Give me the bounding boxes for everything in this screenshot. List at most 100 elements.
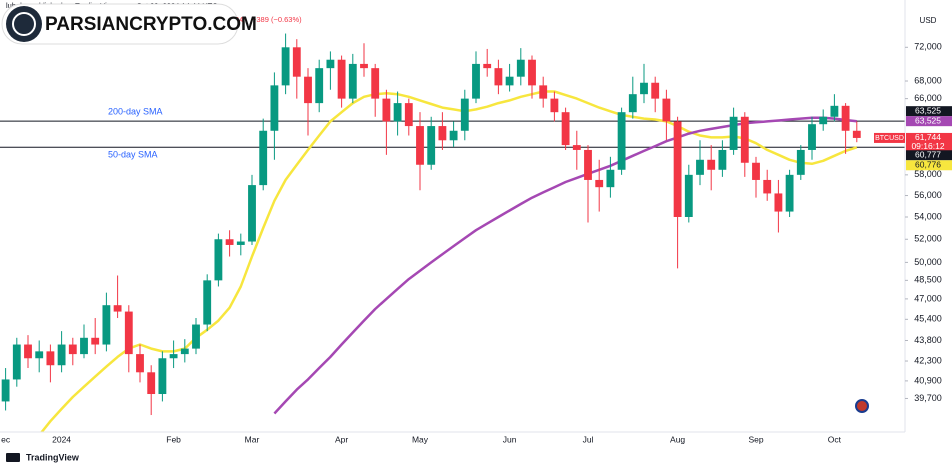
candle-body: [46, 351, 55, 366]
candle-body: [304, 76, 312, 104]
x-tick-label: Aug: [670, 434, 685, 444]
watermark: PARSIANCRYPTO.COM: [1, 3, 257, 45]
y-tick-label: 68,000: [914, 75, 942, 85]
last-digits: 44: [235, 15, 243, 24]
candle-body: [740, 116, 749, 163]
hline-tag: 60,777: [915, 150, 941, 160]
candle-body: [315, 68, 324, 104]
candle-body: [214, 239, 223, 281]
candle-body: [259, 130, 268, 186]
candle-body: [852, 130, 861, 138]
candle-body: [528, 59, 536, 86]
candle-body: [460, 98, 469, 131]
sma-annotation: 200-day SMA: [108, 107, 163, 117]
candle-body: [124, 311, 133, 355]
y-tick-label: 43,800: [914, 335, 942, 345]
candle-body: [617, 112, 626, 170]
x-tick-label: Feb: [166, 434, 181, 444]
y-tick-label: 56,000: [914, 190, 942, 200]
candle-body: [684, 174, 693, 217]
sma-tag: 63,525: [915, 115, 941, 125]
y-tick-label: 45,400: [914, 314, 942, 324]
candle-body: [147, 372, 156, 395]
y-tick-label: 58,000: [914, 169, 942, 179]
candle-body: [192, 324, 200, 349]
candle-body: [68, 344, 77, 355]
candle-body: [595, 179, 604, 188]
candle-body: [483, 63, 492, 69]
candle-body: [281, 47, 290, 86]
candle-body: [662, 98, 671, 122]
hline-tag: 63,525: [915, 105, 941, 115]
symbol-tag: BTCUSD: [875, 135, 904, 142]
candle-body: [651, 82, 660, 99]
candle-body: [584, 149, 592, 180]
sma-tag: 60,776: [915, 160, 941, 170]
sma-tag-bg: [906, 160, 952, 171]
candle-body: [158, 358, 167, 395]
flag-icon: [855, 399, 869, 413]
candle-body: [640, 82, 648, 95]
candle-body: [729, 116, 738, 150]
candle-body: [326, 59, 335, 69]
candle-body: [371, 68, 380, 99]
candle-body: [628, 94, 637, 113]
candle-body: [819, 116, 828, 125]
candle-body: [505, 76, 514, 86]
candle-body: [102, 305, 111, 345]
candle-body: [673, 121, 682, 217]
candle-body: [292, 47, 301, 77]
y-tick-label: 66,000: [914, 93, 942, 103]
price-change: −389 (−0.63%): [252, 15, 302, 24]
watermark-logo: [6, 6, 42, 42]
candle-body: [472, 63, 480, 99]
y-tick-label: 50,000: [914, 257, 942, 267]
x-tick-label: Oct: [828, 434, 842, 444]
sma-line: [40, 90, 858, 432]
candle-body: [718, 149, 727, 170]
x-tick-label: 2024: [52, 434, 71, 444]
plot-area: [0, 33, 905, 432]
candle-body: [516, 59, 525, 77]
watermark-logo-ring: [12, 12, 36, 36]
candle-body: [830, 105, 839, 117]
candle-body: [404, 103, 413, 127]
sma-annotation: 50-day SMA: [108, 150, 158, 160]
symbol-tag-bg: [874, 132, 905, 143]
candle-body: [707, 159, 716, 170]
candle-body: [203, 280, 212, 325]
candle-body: [136, 354, 144, 373]
candle-body: [785, 174, 794, 212]
y-tick-label: 52,000: [914, 234, 942, 244]
x-tick-label: Mar: [245, 434, 260, 444]
footer-logo: [6, 453, 20, 462]
candle-body: [696, 159, 704, 175]
candle-body: [841, 105, 850, 131]
candle-body: [236, 241, 245, 245]
candle-body: [337, 59, 346, 99]
candle-body: [348, 63, 357, 99]
sma-line: [273, 116, 857, 415]
x-tick-label: Jul: [583, 434, 594, 444]
footer-brand: TradingView: [26, 452, 80, 462]
candle-body: [796, 149, 805, 175]
hline-tag-bg: [906, 106, 952, 117]
candle-body: [360, 63, 368, 69]
candle-body: [606, 169, 615, 188]
candle-body: [763, 179, 772, 194]
price-tag-bg: [906, 132, 952, 143]
candle-body: [427, 126, 436, 165]
x-tick-label: ec: [1, 434, 11, 444]
candle-body: [57, 344, 66, 366]
candle-body: [225, 239, 234, 245]
candle-body: [180, 348, 189, 355]
watermark-badge: [1, 3, 239, 45]
candle-body: [494, 68, 503, 86]
countdown-tag-bg: [906, 141, 952, 152]
candle-body: [572, 145, 581, 150]
candle-body: [449, 130, 458, 141]
candle-body: [393, 103, 402, 122]
y-tick-label: 72,000: [914, 42, 942, 52]
x-tick-label: Sep: [748, 434, 763, 444]
